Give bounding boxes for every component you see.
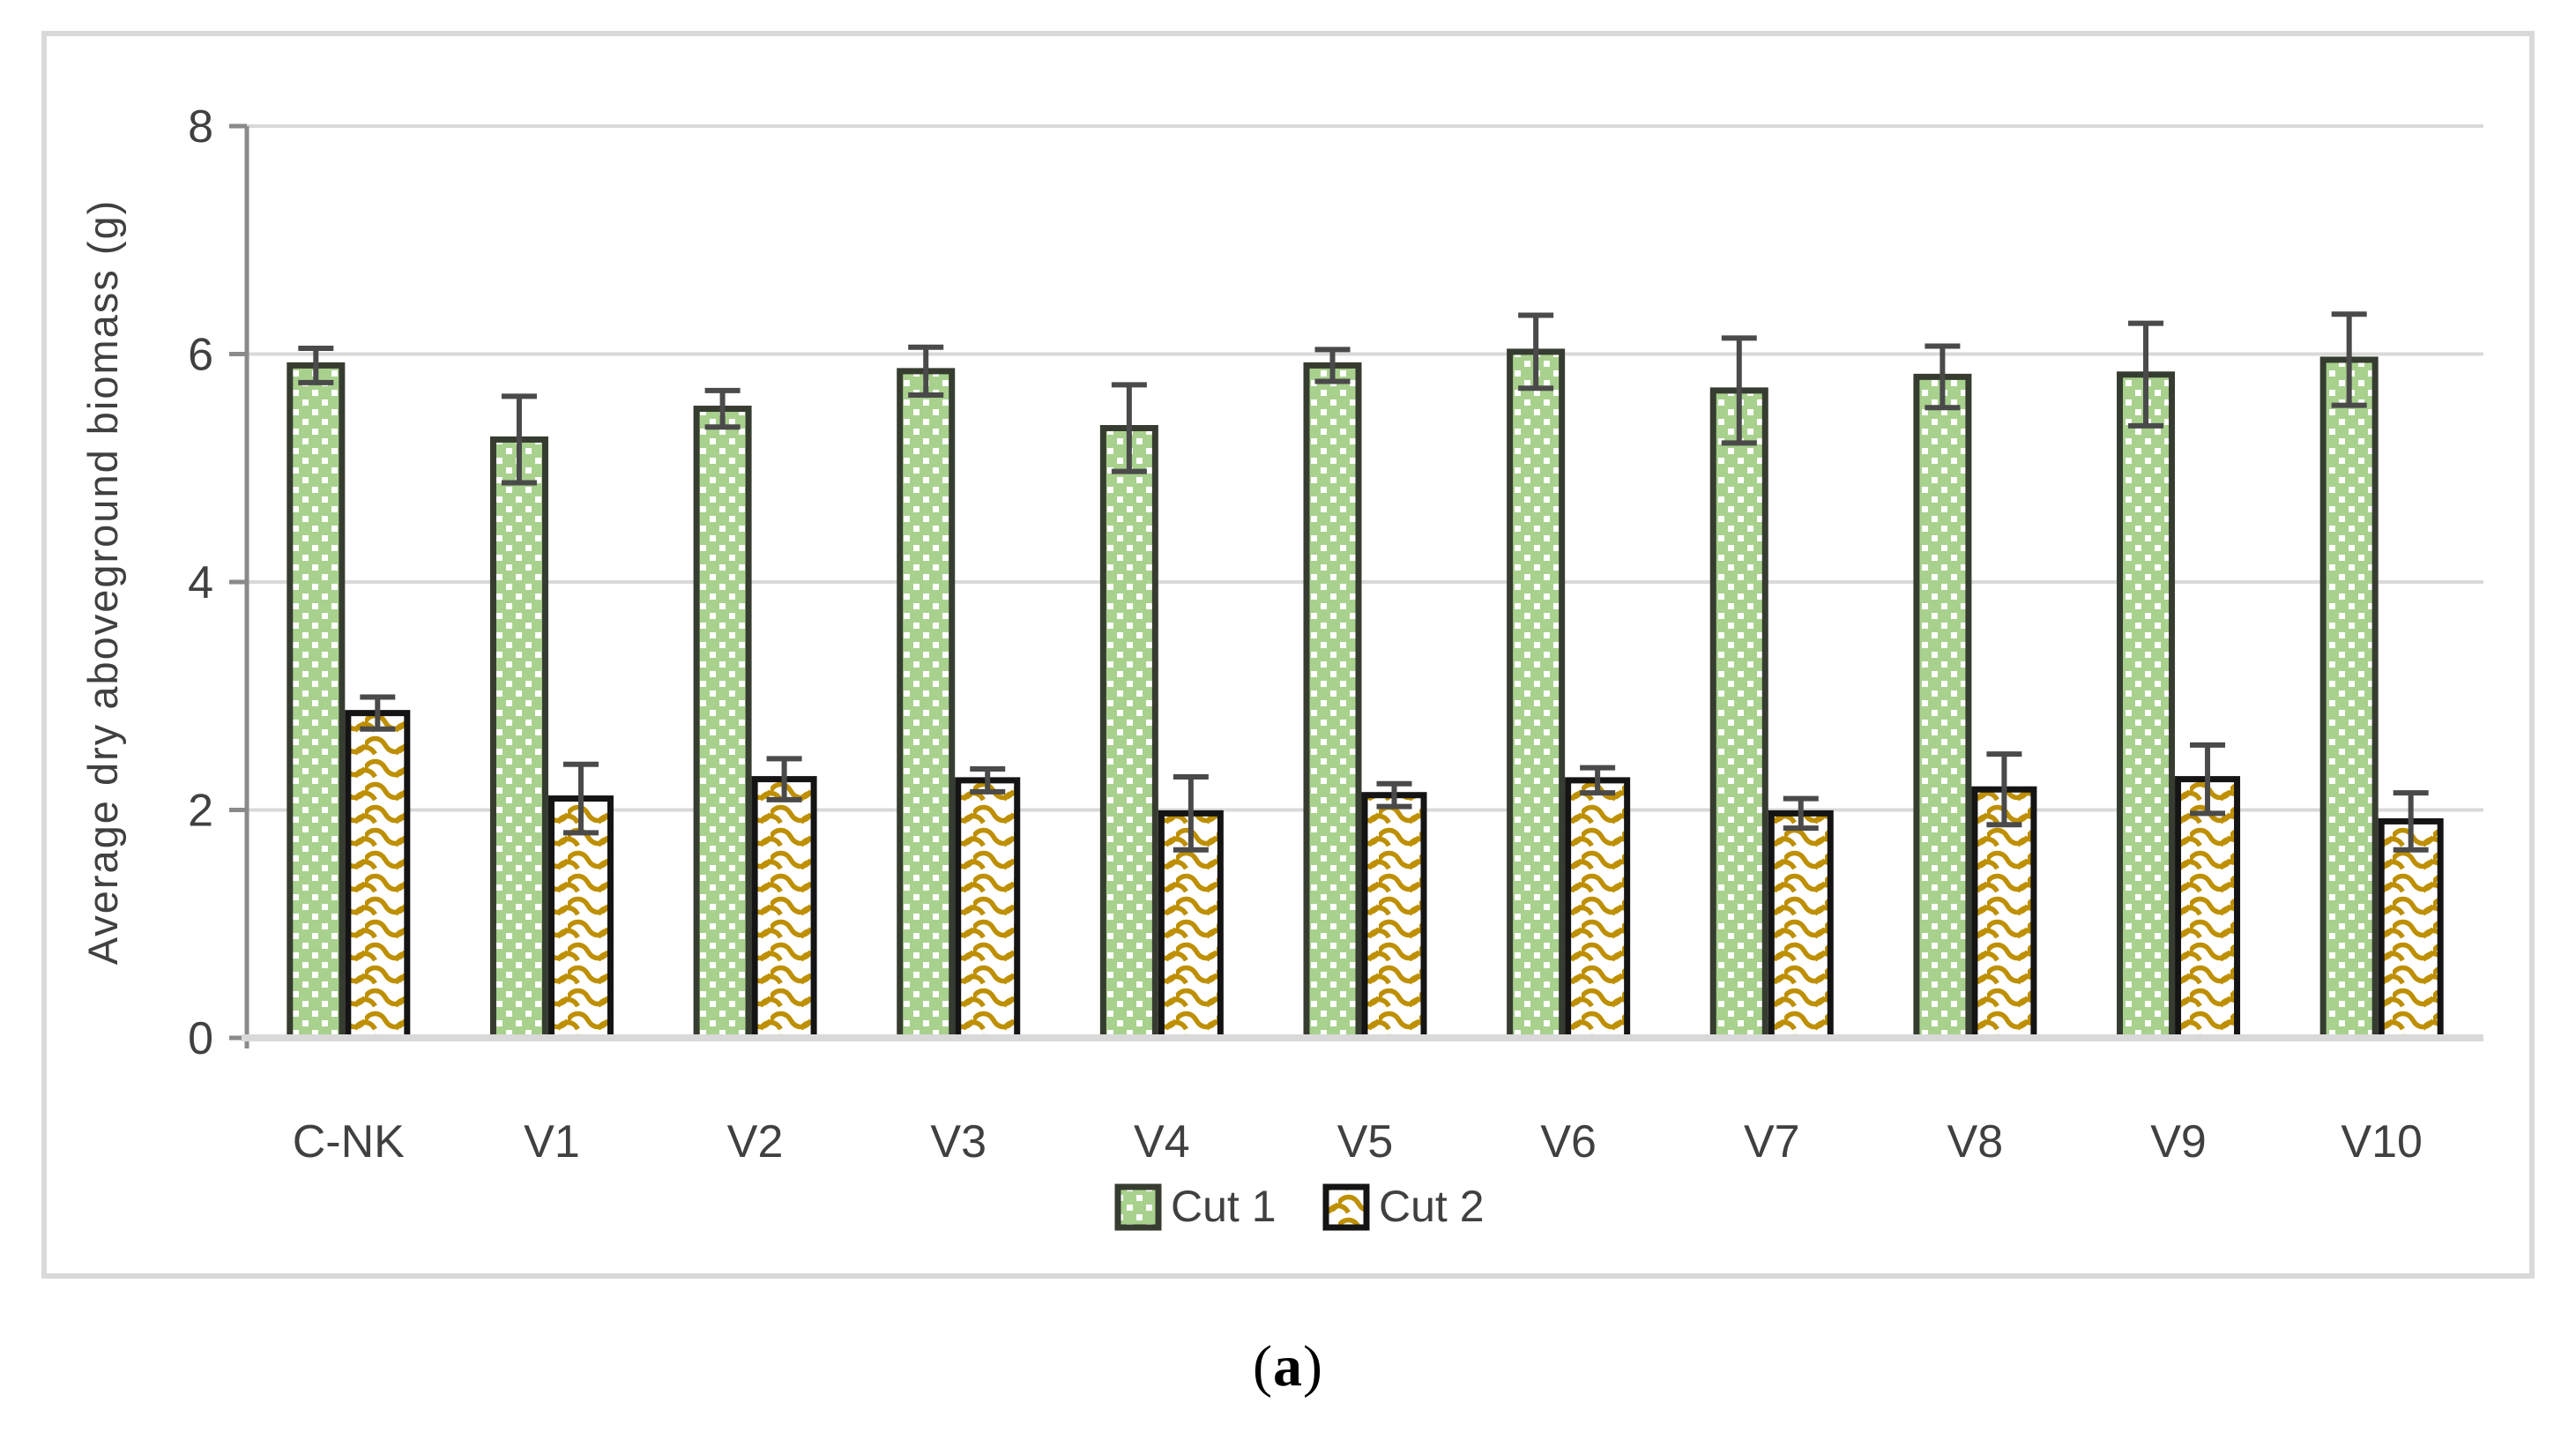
error-bar-cut1-V3 xyxy=(908,344,944,399)
caption-paren-close: ) xyxy=(1303,1334,1323,1399)
y-tick-label-8: 8 xyxy=(188,101,213,153)
bar-group-V8 xyxy=(1913,343,2037,1041)
bar-cut2-C-NK xyxy=(345,710,411,1041)
bar-group-V4 xyxy=(1099,382,1224,1041)
caption-letter: a xyxy=(1273,1334,1303,1399)
bar-group-V9 xyxy=(2117,320,2241,1041)
bar-cut1-V2 xyxy=(693,406,752,1041)
legend: Cut 1 Cut 2 xyxy=(1114,1182,1485,1231)
bar-cut2-V6 xyxy=(1565,777,1631,1041)
bar-cut1-V5 xyxy=(1303,362,1362,1041)
error-bar-cut2-V8 xyxy=(1986,751,2022,828)
bar-cut1-V10 xyxy=(2319,356,2379,1041)
x-category-label-V5: V5 xyxy=(1337,1116,1394,1168)
error-bar-cut2-V10 xyxy=(2393,790,2429,853)
error-bar-cut1-V4 xyxy=(1111,382,1147,474)
bar-group-V10 xyxy=(2319,311,2444,1041)
x-category-label-C-NK: C-NK xyxy=(293,1116,405,1168)
legend-swatch-cut1 xyxy=(1114,1183,1162,1231)
y-tick-label-0: 0 xyxy=(188,1013,213,1064)
bar-group-V7 xyxy=(1709,335,1834,1041)
x-category-label-V9: V9 xyxy=(2150,1116,2207,1168)
x-category-label-V8: V8 xyxy=(1947,1116,2004,1168)
x-category-label-V1: V1 xyxy=(524,1116,580,1168)
error-bar-cut2-V7 xyxy=(1783,795,1819,832)
x-category-label-V3: V3 xyxy=(930,1116,986,1168)
figure-caption: (a) xyxy=(0,1333,2576,1400)
error-bar-cut2-C-NK xyxy=(360,694,396,732)
error-bar-cut2-V4 xyxy=(1173,774,1209,853)
bar-group-V3 xyxy=(897,344,1021,1041)
bar-cut2-V9 xyxy=(2175,776,2241,1041)
y-tick-label-6: 6 xyxy=(188,330,213,381)
x-category-label-V2: V2 xyxy=(727,1116,784,1168)
bar-cut1-V4 xyxy=(1099,425,1158,1041)
error-bar-cut1-V1 xyxy=(501,393,537,486)
bar-group-V5 xyxy=(1303,347,1427,1041)
error-bar-cut1-V10 xyxy=(2331,311,2367,408)
error-bar-cut1-C-NK xyxy=(298,346,334,385)
bar-cut2-V10 xyxy=(2378,817,2444,1041)
error-bar-cut1-V9 xyxy=(2128,320,2164,429)
error-bar-cut1-V8 xyxy=(1925,343,1961,411)
bar-cut2-V8 xyxy=(1971,786,2037,1041)
bar-group-V1 xyxy=(489,393,614,1041)
bar-cut1-V8 xyxy=(1913,373,1972,1041)
error-bar-cut1-V6 xyxy=(1518,312,1554,392)
caption-paren-open: ( xyxy=(1253,1334,1273,1399)
error-bar-cut2-V9 xyxy=(2190,742,2226,817)
x-category-label-V7: V7 xyxy=(1744,1116,1800,1168)
bar-cut1-V7 xyxy=(1709,387,1768,1041)
bar-cut2-V3 xyxy=(955,777,1021,1041)
bar-cut2-V7 xyxy=(1768,810,1834,1041)
error-bar-cut2-V6 xyxy=(1580,765,1616,796)
bar-group-C-NK xyxy=(287,346,411,1041)
error-bar-cut2-V5 xyxy=(1376,780,1412,810)
error-bar-cut1-V7 xyxy=(1721,335,1757,446)
x-category-label-V10: V10 xyxy=(2341,1116,2423,1168)
bar-cut2-V2 xyxy=(751,776,817,1041)
bar-cut1-V9 xyxy=(2117,371,2176,1041)
error-bar-cut2-V2 xyxy=(766,756,802,802)
legend-swatch-cut2 xyxy=(1322,1183,1370,1231)
bar-cut1-V1 xyxy=(489,436,548,1041)
x-category-label-V4: V4 xyxy=(1134,1116,1190,1168)
bar-cut1-C-NK xyxy=(287,362,346,1041)
legend-label-cut2: Cut 2 xyxy=(1379,1182,1485,1231)
x-category-label-V6: V6 xyxy=(1540,1116,1597,1168)
chart-frame xyxy=(41,31,2535,1279)
y-tick-label-4: 4 xyxy=(188,557,213,608)
bar-cut2-V5 xyxy=(1361,792,1427,1041)
bar-cut1-V3 xyxy=(897,368,956,1041)
bar-cut1-V6 xyxy=(1507,348,1566,1041)
error-bar-cut1-V5 xyxy=(1314,347,1351,384)
error-bar-cut1-V2 xyxy=(704,387,741,430)
error-bar-cut2-V3 xyxy=(970,765,1006,795)
error-bar-cut2-V1 xyxy=(562,761,599,836)
legend-label-cut1: Cut 1 xyxy=(1171,1182,1277,1231)
y-tick-label-2: 2 xyxy=(188,786,213,837)
bar-group-V2 xyxy=(693,387,817,1041)
y-axis-title: Average dry aboveground biomass (g) xyxy=(79,199,126,966)
bar-group-V6 xyxy=(1507,312,1631,1041)
